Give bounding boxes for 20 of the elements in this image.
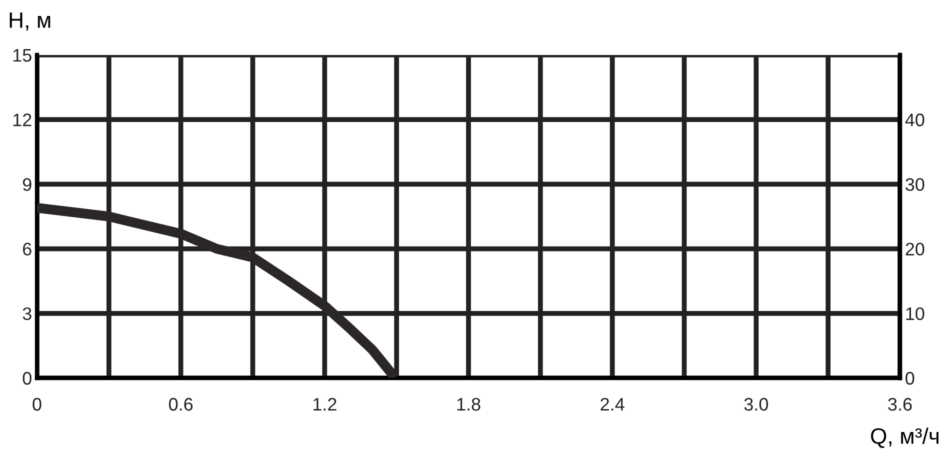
y-tick-label: 12 (13, 114, 32, 126)
y-tick-label: 15 (13, 49, 32, 62)
y2-tick-label: 10 (906, 307, 924, 320)
y2-tick-label: 30 (906, 178, 924, 191)
y-axis-title: H, м (10, 12, 50, 31)
x-tick-label: 3.6 (888, 398, 912, 411)
x-tick-label: 1.2 (313, 398, 336, 411)
y2-tick-label: 40 (905, 114, 924, 126)
x-tick-label: 3.0 (744, 398, 768, 411)
y-tick-label: 0 (22, 372, 32, 385)
x-tick-label: 0.6 (168, 398, 193, 411)
y-tick-label: 3 (22, 307, 32, 320)
x-axis-title: Q, м³/ч (870, 428, 938, 448)
x-tick-label: 2.4 (600, 398, 624, 411)
y-tick-label: 6 (23, 242, 32, 256)
x-tick-label: 0 (32, 398, 42, 411)
y2-tick-label: 0 (906, 372, 914, 385)
y-tick-label: 9 (22, 178, 32, 191)
x-tick-label: 1.8 (457, 398, 480, 411)
y2-tick-label: 20 (906, 242, 924, 256)
